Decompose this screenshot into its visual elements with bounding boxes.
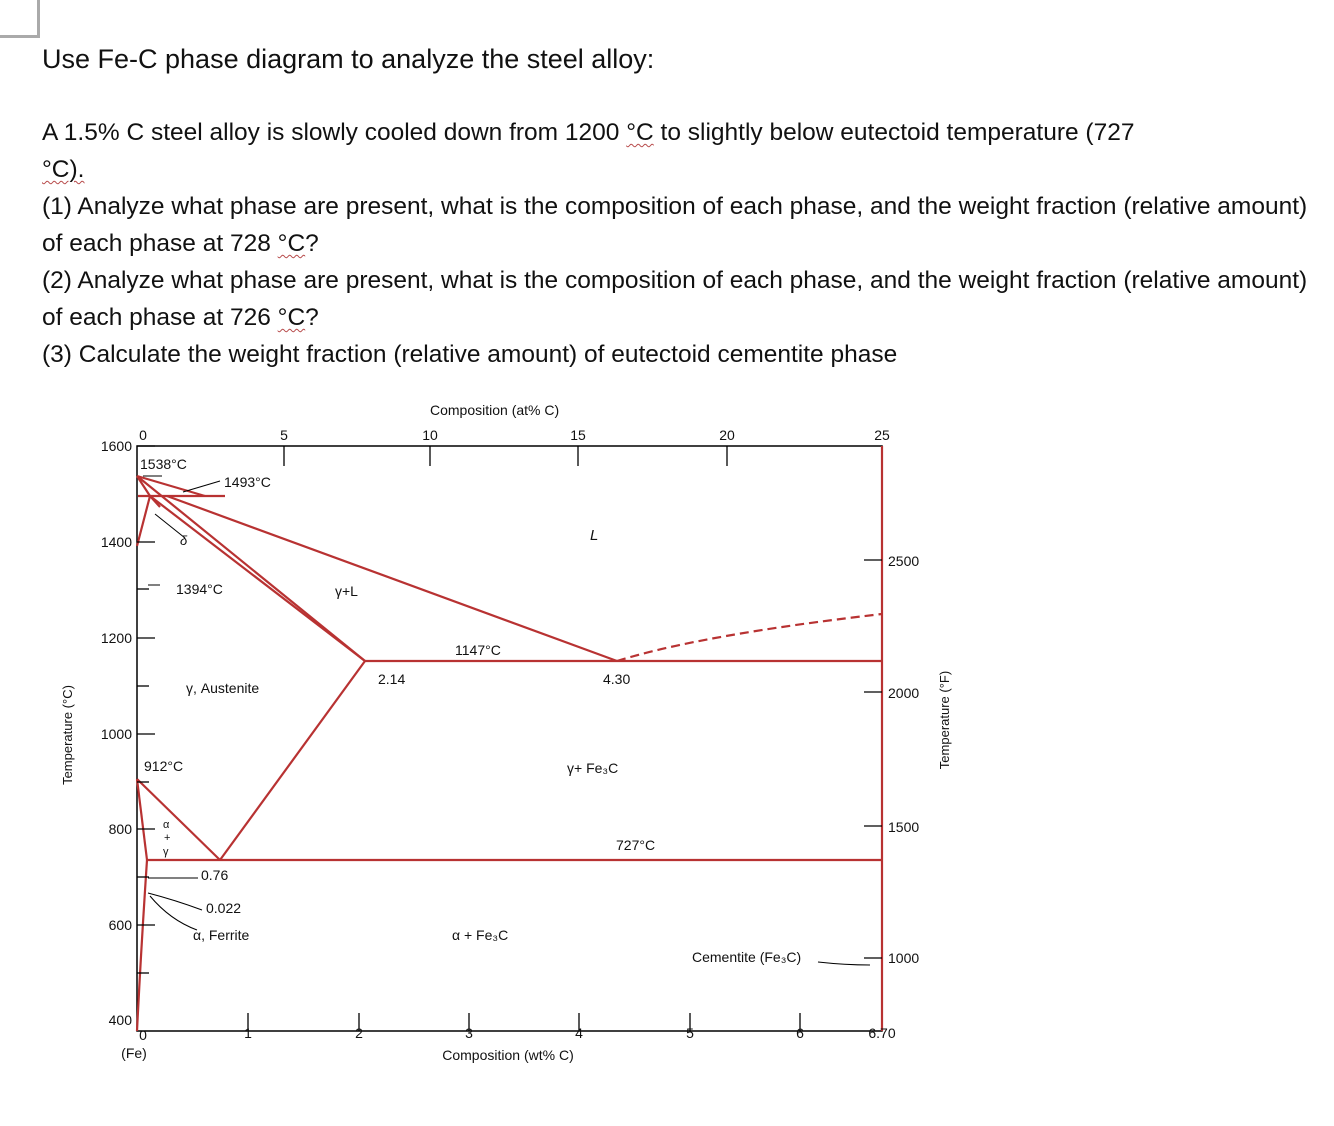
bottom-axis-title: Composition (wt% C) bbox=[442, 1047, 573, 1063]
c-tick-600: 600 bbox=[109, 917, 133, 933]
axis-ticks bbox=[137, 445, 882, 1031]
alpha-gamma-boundary bbox=[135, 778, 149, 861]
wt-tick-670: 6.70 bbox=[868, 1025, 895, 1041]
f-tick-2000: 2000 bbox=[888, 685, 919, 701]
label-liquid: L bbox=[590, 527, 598, 544]
pointer-ferrite bbox=[149, 895, 198, 931]
label-076: 0.76 bbox=[201, 867, 228, 883]
wt-tick-6: 6 bbox=[796, 1025, 804, 1041]
pointer-delta bbox=[154, 513, 186, 539]
c-tick-1400: 1400 bbox=[101, 534, 132, 550]
acm-line bbox=[219, 660, 366, 861]
label-1493c: 1493°C bbox=[224, 474, 271, 490]
wt-tick-0: 0 bbox=[139, 1027, 147, 1043]
c-tick-800: 800 bbox=[109, 821, 133, 837]
label-alpha-fe3c: α + Fe₃C bbox=[452, 927, 508, 943]
wt-tick-5: 5 bbox=[686, 1025, 694, 1041]
problem-intro: A 1.5% C steel alloy is slowly cooled do… bbox=[42, 114, 1312, 188]
pointer-0022 bbox=[147, 892, 203, 911]
delta-gamma-lower bbox=[135, 495, 152, 547]
diagram-frame bbox=[136, 445, 883, 1032]
wt-tick-1: 1 bbox=[244, 1025, 252, 1041]
wt-tick-2: 2 bbox=[355, 1025, 363, 1041]
wt-tick-3: 3 bbox=[465, 1025, 473, 1041]
label-0022: 0.022 bbox=[206, 900, 241, 916]
at-tick-20: 20 bbox=[719, 427, 735, 443]
label-1147c: 1147°C bbox=[455, 642, 501, 658]
wt-tick-4: 4 bbox=[575, 1025, 583, 1041]
at-tick-10: 10 bbox=[422, 427, 438, 443]
label-alpha-gamma-plus: + bbox=[164, 832, 170, 844]
intro-text-b: to slightly below eutectoid temperature … bbox=[653, 119, 1135, 146]
intro-text-c: °C). bbox=[42, 156, 85, 183]
label-cementite: Cementite (Fe₃C) bbox=[692, 949, 801, 965]
unit-c: °C bbox=[626, 119, 654, 146]
fe-label: (Fe) bbox=[121, 1045, 147, 1061]
label-912c: 912°C bbox=[144, 758, 183, 774]
solidus-austenite bbox=[149, 495, 366, 662]
liquidus-hypereutectic bbox=[616, 612, 883, 663]
label-214: 2.14 bbox=[378, 671, 405, 687]
top-axis-title: Composition (at% C) bbox=[430, 402, 559, 418]
label-delta: δ bbox=[180, 533, 188, 548]
label-430: 4.30 bbox=[603, 671, 630, 687]
label-gamma-fe3c: γ+ Fe₃C bbox=[567, 760, 618, 776]
ferrite-solvus bbox=[135, 859, 149, 1032]
label-alpha-gamma-gamma: γ bbox=[163, 846, 169, 858]
phase-lines bbox=[135, 446, 884, 1032]
label-ferrite: α, Ferrite bbox=[193, 927, 250, 943]
q1-end: ? bbox=[305, 230, 319, 257]
q2-end: ? bbox=[305, 304, 319, 331]
pointer-lines bbox=[143, 475, 871, 966]
c-tick-1200: 1200 bbox=[101, 630, 132, 646]
pointer-1493 bbox=[182, 480, 221, 493]
page-title: Use Fe-C phase diagram to analyze the st… bbox=[42, 44, 655, 74]
at-tick-0: 0 bbox=[139, 427, 147, 443]
label-1394c: 1394°C bbox=[176, 581, 223, 597]
q2-unit: °C bbox=[277, 304, 306, 331]
c-tick-1000: 1000 bbox=[101, 726, 132, 742]
label-austenite: γ, Austenite bbox=[186, 680, 259, 696]
label-gamma-plus-l: γ+L bbox=[335, 583, 358, 599]
q2-text: (2) Analyze what phase are present, what… bbox=[42, 267, 1308, 331]
delta-gamma-upper bbox=[136, 475, 151, 497]
fe-c-phase-diagram: Composition (at% C) 0 5 10 15 20 25 1600… bbox=[60, 402, 952, 1063]
page-corner-mark bbox=[0, 0, 40, 38]
a3-line bbox=[136, 778, 221, 861]
q1-text: (1) Analyze what phase are present, what… bbox=[42, 193, 1308, 257]
q1-unit: °C bbox=[277, 230, 306, 257]
f-tick-1500: 1500 bbox=[888, 819, 919, 835]
label-1538c: 1538°C bbox=[140, 456, 187, 472]
label-alpha-gamma-alpha: α bbox=[163, 819, 170, 831]
f-tick-2500: 2500 bbox=[888, 553, 919, 569]
right-axis-title: Temperature (°F) bbox=[937, 671, 952, 769]
question-3: (3) Calculate the weight fraction (relat… bbox=[42, 341, 898, 368]
c-tick-1600: 1600 bbox=[101, 438, 132, 454]
liquidus-upper bbox=[166, 494, 618, 663]
intro-text-a: A 1.5% C steel alloy is slowly cooled do… bbox=[42, 119, 627, 146]
question-1: (1) Analyze what phase are present, what… bbox=[42, 188, 1312, 262]
f-tick-1000: 1000 bbox=[888, 950, 919, 966]
liquidus-fe-side bbox=[136, 475, 366, 662]
left-axis-title: Temperature (°C) bbox=[60, 685, 75, 785]
c-tick-400: 400 bbox=[109, 1012, 133, 1028]
problem-statement: A 1.5% C steel alloy is slowly cooled do… bbox=[42, 114, 1312, 373]
label-727c: 727°C bbox=[616, 837, 655, 853]
at-tick-15: 15 bbox=[570, 427, 586, 443]
question-2: (2) Analyze what phase are present, what… bbox=[42, 262, 1312, 336]
at-tick-5: 5 bbox=[280, 427, 288, 443]
pointer-cementite bbox=[817, 961, 871, 966]
delta-liquid-line bbox=[136, 474, 206, 498]
at-tick-25: 25 bbox=[874, 427, 890, 443]
